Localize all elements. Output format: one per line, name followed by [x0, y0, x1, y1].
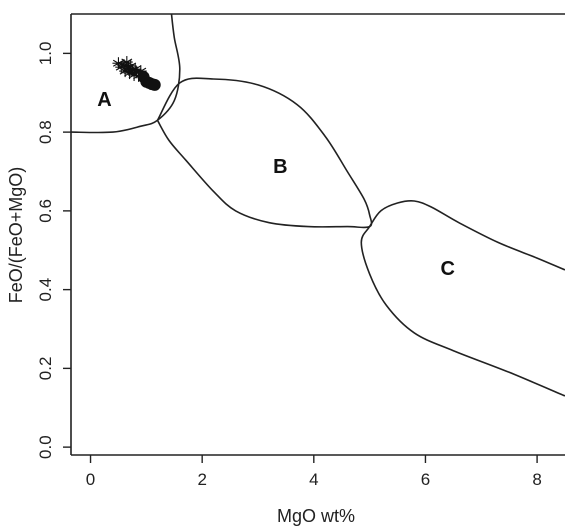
field-boundary-b [156, 77, 373, 229]
y-tick-label: 0.8 [36, 120, 55, 144]
field-label-b: B [273, 156, 287, 178]
x-tick-label: 2 [197, 470, 206, 489]
x-tick-label: 4 [309, 470, 318, 489]
field-label-a: A [97, 89, 111, 111]
field-boundaries: A B C [71, 14, 565, 397]
y-tick-label: 1.0 [36, 42, 55, 66]
y-tick-label: 0.2 [36, 357, 55, 381]
field-label-c: C [441, 258, 455, 280]
data-points [112, 56, 161, 91]
y-axis-label: FeO/(FeO+MgO) [6, 167, 26, 304]
x-tick-label: 8 [532, 470, 541, 489]
field-boundary-c [360, 200, 565, 397]
x-tick-label: 0 [86, 470, 95, 489]
x-axis-ticks: 0 2 4 6 8 [86, 455, 542, 489]
y-tick-label: 0.0 [36, 435, 55, 459]
y-tick-label: 0.4 [36, 278, 55, 302]
field-boundary-a [71, 14, 181, 134]
circle-point [148, 78, 161, 91]
x-tick-label: 6 [421, 470, 430, 489]
x-axis-label: MgO wt% [277, 506, 355, 526]
y-tick-label: 0.6 [36, 199, 55, 223]
plot-area-frame [70, 13, 565, 456]
y-axis-ticks: 0.0 0.2 0.4 0.6 0.8 1.0 [36, 42, 71, 459]
